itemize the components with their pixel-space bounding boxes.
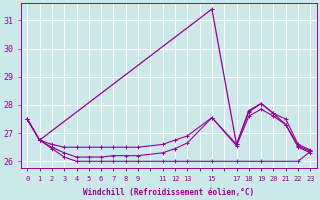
X-axis label: Windchill (Refroidissement éolien,°C): Windchill (Refroidissement éolien,°C) — [83, 188, 254, 197]
